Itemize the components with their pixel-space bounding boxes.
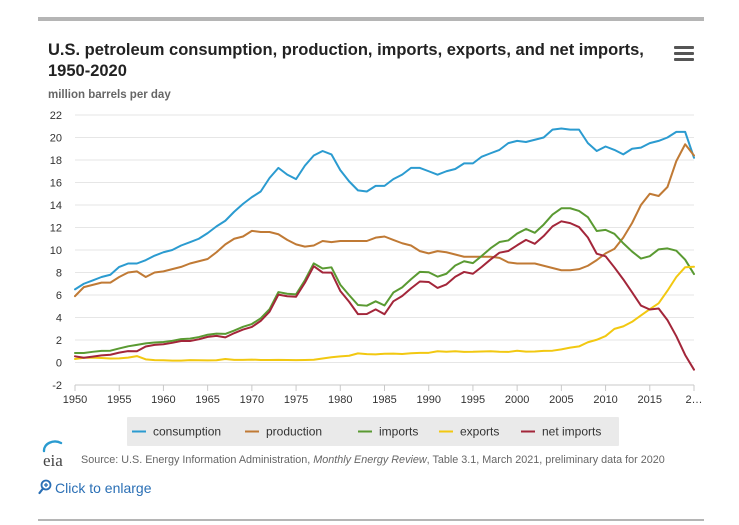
x-tick-label: 1975	[284, 394, 308, 406]
y-tick-label: 14	[50, 200, 62, 212]
series-line-imports	[74, 207, 695, 355]
top-divider	[38, 17, 704, 21]
x-tick-label: 2000	[505, 394, 529, 406]
y-tick-label: 4	[56, 313, 62, 325]
x-tick-label: 2005	[549, 394, 573, 406]
y-tick-label: 0	[56, 358, 62, 370]
click-to-enlarge-link[interactable]: Click to enlarge	[38, 479, 152, 496]
y-tick-label: 22	[50, 110, 62, 122]
x-tick-label: 1955	[107, 394, 131, 406]
menu-bar	[674, 52, 694, 55]
legend-label: consumption	[153, 425, 221, 439]
enlarge-label: Click to enlarge	[55, 480, 152, 496]
source-row: eia Source: U.S. Energy Information Admi…	[40, 440, 720, 470]
eia-logo-text: eia	[43, 451, 63, 470]
source-publication: Monthly Energy Review	[313, 454, 427, 466]
x-tick-label: 1970	[240, 394, 264, 406]
series-line-consumption	[74, 127, 695, 291]
y-tick-label: 10	[50, 245, 62, 257]
x-tick-label: 2…	[685, 394, 702, 406]
x-tick-label: 2015	[638, 394, 662, 406]
x-tick-label: 1960	[151, 394, 175, 406]
x-tick-label: 1965	[195, 394, 219, 406]
y-tick-label: 18	[50, 155, 62, 167]
legend-label: exports	[460, 425, 499, 439]
menu-bar	[674, 58, 694, 61]
series-line-production	[74, 143, 695, 298]
source-note: Source: U.S. Energy Information Administ…	[81, 454, 665, 466]
legend-box	[127, 417, 619, 446]
chart-title: U.S. petroleum consumption, production, …	[48, 41, 644, 80]
x-tick-label: 1985	[372, 394, 396, 406]
eia-logo-icon: eia	[42, 440, 63, 470]
y-tick-label: 8	[56, 268, 62, 280]
bottom-divider	[38, 519, 704, 521]
x-tick-label: 1980	[328, 394, 352, 406]
menu-bar	[674, 46, 694, 49]
magnifier-plus-icon	[38, 479, 52, 495]
y-tick-label: 12	[50, 223, 62, 235]
source-suffix: , Table 3.1, March 2021, preliminary dat…	[426, 454, 665, 466]
y-tick-label: -2	[52, 380, 62, 392]
y-tick-label: 20	[50, 133, 62, 145]
series-line-net-imports	[74, 220, 695, 371]
y-axis-unit-label: million barrels per day	[48, 89, 171, 101]
y-tick-label: 2	[56, 335, 62, 347]
series-line-exports	[74, 265, 695, 362]
x-tick-label: 1995	[461, 394, 485, 406]
x-tick-label: 2010	[593, 394, 617, 406]
x-tick-label: 1950	[63, 394, 87, 406]
legend-label: net imports	[542, 425, 601, 439]
x-tick-label: 1990	[416, 394, 440, 406]
legend-label: imports	[379, 425, 418, 439]
source-prefix: Source: U.S. Energy Information Administ…	[81, 454, 314, 466]
hamburger-menu-icon[interactable]	[674, 46, 694, 64]
y-tick-label: 16	[50, 178, 62, 190]
legend-label: production	[266, 425, 322, 439]
y-tick-label: 6	[56, 290, 62, 302]
